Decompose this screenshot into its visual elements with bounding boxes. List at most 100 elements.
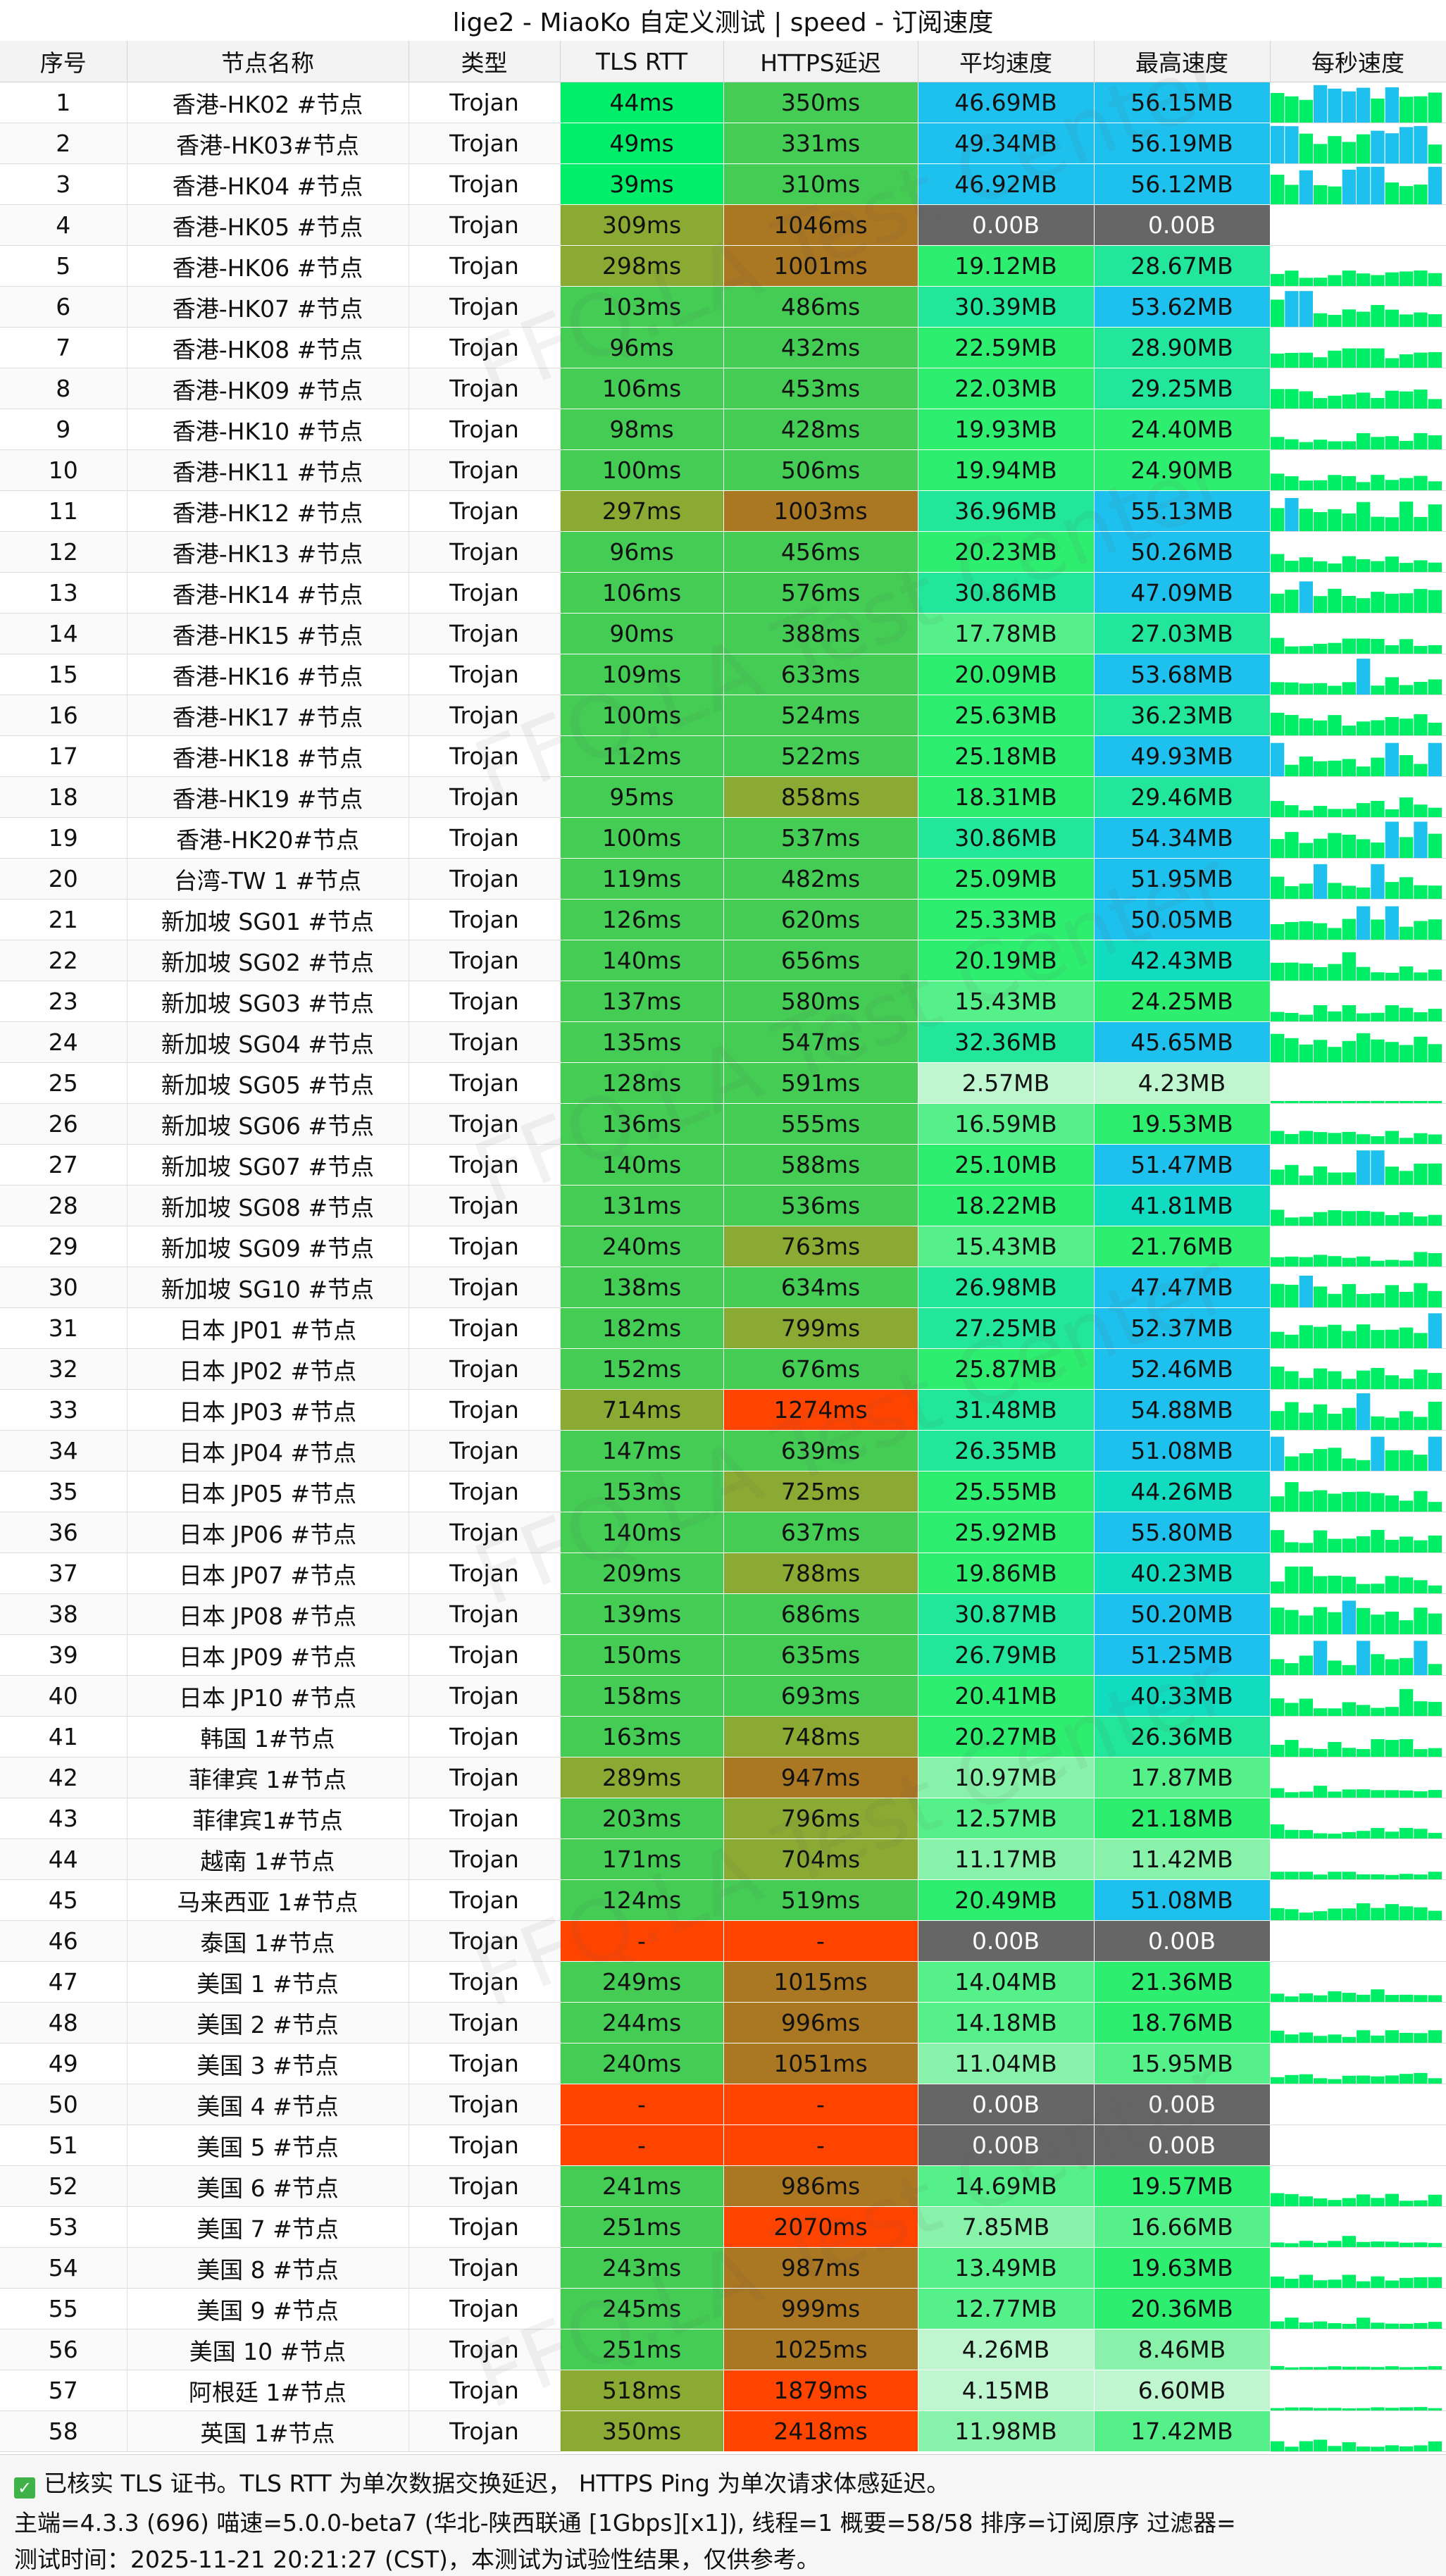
- sparkline-bar: [1284, 352, 1299, 368]
- table-row[interactable]: 22 新加坡 SG02 #节点 Trojan 140ms 656ms 20.19MB 42.…: [0, 940, 1446, 981]
- table-row[interactable]: 49 美国 3 #节点 Trojan 240ms 1051ms 11.04MB 15.95M…: [0, 2043, 1446, 2084]
- col-header-index[interactable]: 序号: [0, 41, 127, 82]
- table-row[interactable]: 18 香港-HK19 #节点 Trojan 95ms 858ms 18.31MB 29.46…: [0, 776, 1446, 818]
- table-row[interactable]: 41 韩国 1#节点 Trojan 163ms 748ms 20.27MB 26.36MB: [0, 1716, 1446, 1757]
- table-row[interactable]: 16 香港-HK17 #节点 Trojan 100ms 524ms 25.63MB 36.2…: [0, 695, 1446, 736]
- table-row[interactable]: 39 日本 JP09 #节点 Trojan 150ms 635ms 26.79MB 51.2…: [0, 1634, 1446, 1676]
- table-row[interactable]: 12 香港-HK13 #节点 Trojan 96ms 456ms 20.23MB 50.26…: [0, 531, 1446, 573]
- table-row[interactable]: 11 香港-HK12 #节点 Trojan 297ms 1003ms 36.96MB 55.…: [0, 490, 1446, 532]
- table-row[interactable]: 34 日本 JP04 #节点 Trojan 147ms 639ms 26.35MB 51.0…: [0, 1430, 1446, 1471]
- table-row[interactable]: 19 香港-HK20#节点 Trojan 100ms 537ms 30.86MB 54.34…: [0, 817, 1446, 859]
- table-row[interactable]: 13 香港-HK14 #节点 Trojan 106ms 576ms 30.86MB 47.0…: [0, 572, 1446, 614]
- table-row[interactable]: 38 日本 JP08 #节点 Trojan 139ms 686ms 30.87MB 50.2…: [0, 1593, 1446, 1635]
- table-row[interactable]: 26 新加坡 SG06 #节点 Trojan 136ms 555ms 16.59MB 19.…: [0, 1103, 1446, 1145]
- table-row[interactable]: 2 香港-HK03#节点 Trojan 49ms 331ms 49.34MB 56.19MB: [0, 123, 1446, 164]
- table-row[interactable]: 1 香港-HK02 #节点 Trojan 44ms 350ms 46.69MB 56.15M…: [0, 82, 1446, 123]
- table-row[interactable]: 50 美国 4 #节点 Trojan - -0.00B 0.00B: [0, 2084, 1446, 2125]
- table-row[interactable]: 47 美国 1 #节点 Trojan 249ms 1015ms 14.04MB 21.36M…: [0, 1961, 1446, 2003]
- col-header-avg-speed[interactable]: 平均速度: [918, 41, 1095, 82]
- table-row[interactable]: 4 香港-HK05 #节点 Trojan 309ms 1046ms 0.00B 0.00B: [0, 204, 1446, 246]
- table-row[interactable]: 53 美国 7 #节点 Trojan 251ms 2070ms 7.85MB 16.66MB: [0, 2206, 1446, 2248]
- sparkline: [1270, 270, 1442, 286]
- col-header-max-speed[interactable]: 最高速度: [1094, 41, 1271, 82]
- table-row[interactable]: 37 日本 JP07 #节点 Trojan 209ms 788ms 19.86MB 40.2…: [0, 1553, 1446, 1594]
- sparkline-bar: [1356, 721, 1370, 735]
- table-row[interactable]: 45 马来西亚 1#节点 Trojan 124ms 519ms 20.49MB 51.08M…: [0, 1879, 1446, 1921]
- table-row[interactable]: 14 香港-HK15 #节点 Trojan 90ms 388ms 17.78MB 27.03…: [0, 613, 1446, 654]
- cell-index: 57: [0, 2370, 127, 2411]
- cell-avg-speed: 25.55MB: [918, 1471, 1095, 1512]
- table-row[interactable]: 7 香港-HK08 #节点 Trojan 96ms 432ms 22.59MB 28.90M…: [0, 327, 1446, 368]
- table-row[interactable]: 29 新加坡 SG09 #节点 Trojan 240ms 763ms 15.43MB 21.…: [0, 1226, 1446, 1267]
- cell-avg-speed: 20.49MB: [918, 1879, 1095, 1921]
- table-row[interactable]: 40 日本 JP10 #节点 Trojan 158ms 693ms 20.41MB 40.3…: [0, 1675, 1446, 1717]
- table-row[interactable]: 5 香港-HK06 #节点 Trojan 298ms 1001ms 19.12MB 28.6…: [0, 245, 1446, 287]
- table-row[interactable]: 10 香港-HK11 #节点 Trojan 100ms 506ms 19.94MB 24.9…: [0, 449, 1446, 491]
- table-row[interactable]: 35 日本 JP05 #节点 Trojan 153ms 725ms 25.55MB 44.2…: [0, 1471, 1446, 1512]
- sparkline-bar: [1299, 842, 1313, 858]
- table-row[interactable]: 48 美国 2 #节点 Trojan 244ms 996ms 14.18MB 18.76MB: [0, 2002, 1446, 2043]
- col-header-https-latency[interactable]: HTTPS延迟: [723, 41, 918, 82]
- table-row[interactable]: 51 美国 5 #节点 Trojan - -0.00B 0.00B: [0, 2124, 1446, 2166]
- table-row[interactable]: 43 菲律宾1#节点 Trojan 203ms 796ms 12.57MB 21.18MB: [0, 1798, 1446, 1839]
- table-row[interactable]: 23 新加坡 SG03 #节点 Trojan 137ms 580ms 15.43MB 24.…: [0, 981, 1446, 1022]
- sparkline-bar: [1356, 1704, 1370, 1716]
- table-row[interactable]: 46 泰国 1#节点 Trojan - -0.00B 0.00B: [0, 1920, 1446, 1962]
- sparkline-bar: [1370, 1260, 1385, 1267]
- sparkline-bar: [1313, 2035, 1327, 2043]
- table-row[interactable]: 6 香港-HK07 #节点 Trojan 103ms 486ms 30.39MB 53.62…: [0, 286, 1446, 328]
- sparkline-bar: [1313, 1368, 1327, 1389]
- table-row[interactable]: 32 日本 JP02 #节点 Trojan 152ms 676ms 25.87MB 52.4…: [0, 1348, 1446, 1390]
- table-row[interactable]: 57 阿根廷 1#节点 Trojan 518ms 1879ms 4.15MB 6.60MB: [0, 2370, 1446, 2411]
- table-row[interactable]: 55 美国 9 #节点 Trojan 245ms 999ms 12.77MB 20.36MB: [0, 2288, 1446, 2329]
- cell-avg-speed: 46.69MB: [918, 82, 1095, 123]
- table-row[interactable]: 24 新加坡 SG04 #节点 Trojan 135ms 547ms 32.36MB 45.…: [0, 1021, 1446, 1063]
- sparkline-bar: [1356, 1748, 1370, 1757]
- table-row[interactable]: 28 新加坡 SG08 #节点 Trojan 131ms 536ms 18.22MB 41.…: [0, 1185, 1446, 1226]
- sparkline-bar: [1270, 388, 1284, 409]
- sparkline-bar: [1428, 885, 1442, 899]
- table-row[interactable]: 56 美国 10 #节点 Trojan 251ms 1025ms 4.26MB 8.46MB: [0, 2329, 1446, 2370]
- table-row[interactable]: 20 台湾-TW 1 #节点 Trojan 119ms 482ms 25.09MB 51.9…: [0, 858, 1446, 900]
- table-row[interactable]: 8 香港-HK09 #节点 Trojan 106ms 453ms 22.03MB 29.25…: [0, 368, 1446, 409]
- table-row[interactable]: 58 英国 1#节点 Trojan 350ms 2418ms 11.98MB 17.42MB: [0, 2410, 1446, 2452]
- table-row[interactable]: 52 美国 6 #节点 Trojan 241ms 986ms 14.69MB 19.57MB: [0, 2165, 1446, 2207]
- cell-node-name: 新加坡 SG09 #节点: [127, 1226, 409, 1267]
- sparkline-bar: [1284, 1739, 1299, 1757]
- table-row[interactable]: 27 新加坡 SG07 #节点 Trojan 140ms 588ms 25.10MB 51.…: [0, 1144, 1446, 1186]
- col-header-per-second-speed[interactable]: 每秒速度: [1270, 41, 1446, 82]
- table-row[interactable]: 15 香港-HK16 #节点 Trojan 109ms 633ms 20.09MB 53.6…: [0, 654, 1446, 695]
- cell-avg-speed: 16.59MB: [918, 1103, 1095, 1145]
- table-row[interactable]: 31 日本 JP01 #节点 Trojan 182ms 799ms 27.25MB 52.3…: [0, 1307, 1446, 1349]
- table-row[interactable]: 3 香港-HK04 #节点 Trojan 39ms 310ms 46.92MB 56.12M…: [0, 163, 1446, 205]
- col-header-name[interactable]: 节点名称: [127, 41, 409, 82]
- sparkline-bar: [1370, 1789, 1385, 1798]
- cell-https-latency: 350ms: [723, 82, 918, 123]
- table-row[interactable]: 21 新加坡 SG01 #节点 Trojan 126ms 620ms 25.33MB 50.…: [0, 899, 1446, 940]
- table-row[interactable]: 36 日本 JP06 #节点 Trojan 140ms 637ms 25.92MB 55.8…: [0, 1512, 1446, 1553]
- table-row[interactable]: 54 美国 8 #节点 Trojan 243ms 987ms 13.49MB 19.63MB: [0, 2247, 1446, 2289]
- sparkline-bar: [1270, 1607, 1284, 1634]
- cell-index: 8: [0, 368, 127, 409]
- table-row[interactable]: 17 香港-HK18 #节点 Trojan 112ms 522ms 25.18MB 49.9…: [0, 735, 1446, 777]
- col-header-tls-rtt[interactable]: TLS RTT: [560, 41, 724, 82]
- cell-avg-speed: 26.35MB: [918, 1430, 1095, 1471]
- sparkline-bar: [1370, 2276, 1385, 2288]
- cell-index: 38: [0, 1593, 127, 1635]
- sparkline-bar: [1385, 972, 1399, 981]
- table-row[interactable]: 33 日本 JP03 #节点 Trojan 714ms 1274ms 31.48MB 54.…: [0, 1389, 1446, 1431]
- sparkline-bar: [1428, 2077, 1442, 2084]
- col-header-type[interactable]: 类型: [409, 41, 561, 82]
- table-row[interactable]: 44 越南 1#节点 Trojan 171ms 704ms 11.17MB 11.42MB: [0, 1838, 1446, 1880]
- cell-type: Trojan: [409, 899, 561, 940]
- cell-type: Trojan: [409, 981, 561, 1022]
- sparkline-bar: [1299, 170, 1313, 204]
- table-row[interactable]: 25 新加坡 SG05 #节点 Trojan 128ms 591ms 2.57MB 4.23…: [0, 1062, 1446, 1104]
- cell-index: 27: [0, 1144, 127, 1186]
- table-row[interactable]: 42 菲律宾 1#节点 Trojan 289ms 947ms 10.97MB 17.87MB: [0, 1757, 1446, 1798]
- table-row[interactable]: 30 新加坡 SG10 #节点 Trojan 138ms 634ms 26.98MB 47.…: [0, 1267, 1446, 1308]
- table-row[interactable]: 9 香港-HK10 #节点 Trojan 98ms 428ms 19.93MB 24.40M…: [0, 409, 1446, 450]
- sparkline-bar: [1370, 2197, 1385, 2206]
- cell-https-latency: 1879ms: [723, 2370, 918, 2411]
- cell-tls-rtt: 136ms: [560, 1103, 724, 1145]
